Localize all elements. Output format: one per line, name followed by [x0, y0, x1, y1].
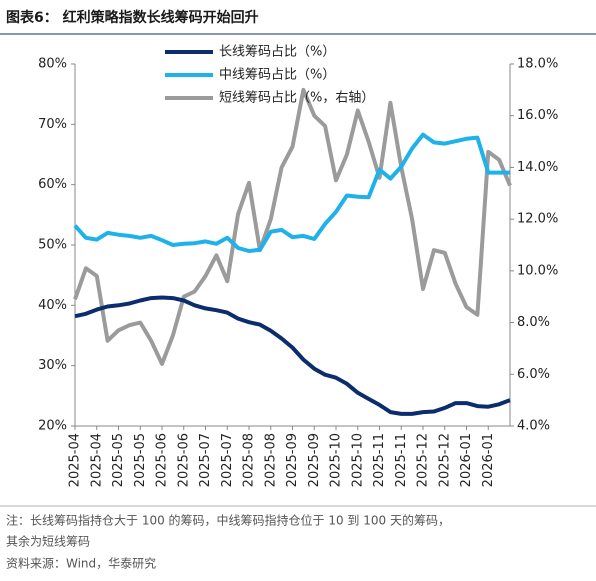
x-tick-label: 2025-08 — [242, 433, 257, 487]
y2-tick-label: 6.0% — [517, 367, 550, 382]
x-tick-label: 2025-08 — [263, 433, 278, 487]
x-tick-label: 2025-05 — [133, 433, 148, 487]
y-tick-label: 50% — [38, 238, 67, 253]
x-tick-label: 2025-06 — [176, 433, 191, 487]
y-tick-label: 60% — [38, 177, 67, 192]
y-tick-label: 40% — [38, 298, 67, 313]
legend-label: 短线筹码占比（%，右轴） — [219, 90, 374, 106]
note-line: 其余为短线筹码 — [6, 534, 90, 549]
legend-label: 长线筹码占比（%） — [219, 44, 335, 60]
y2-tick-label: 14.0% — [517, 160, 558, 175]
x-tick-label: 2025-06 — [155, 433, 170, 487]
x-tick-label: 2025-12 — [416, 433, 431, 487]
y2-tick-label: 10.0% — [517, 263, 558, 278]
x-tick-label: 2026-01 — [459, 433, 474, 487]
y-tick-label: 80% — [38, 57, 67, 72]
x-tick-label: 2025-12 — [437, 433, 452, 487]
x-tick-label: 2025-09 — [307, 433, 322, 487]
y-tick-label: 20% — [38, 419, 67, 434]
series-line — [74, 295, 511, 416]
legend-label: 中线筹码占比（%） — [219, 67, 335, 83]
x-tick-label: 2026-01 — [481, 433, 496, 487]
x-tick-label: 2025-04 — [89, 433, 104, 487]
chart-title: 图表6： 红利策略指数长线筹码开始回升 — [6, 9, 259, 26]
x-tick-label: 2025-07 — [220, 433, 235, 487]
series-line — [73, 132, 510, 253]
note-line: 注：长线筹码指持仓大于 100 的筹码，中线筹码指持仓位于 10 到 100 天… — [6, 513, 450, 528]
y2-tick-label: 16.0% — [517, 108, 558, 123]
x-tick-label: 2025-11 — [372, 433, 387, 487]
y-tick-label: 30% — [38, 358, 67, 373]
y2-tick-label: 4.0% — [517, 419, 550, 434]
y2-tick-label: 8.0% — [517, 315, 550, 330]
x-tick-label: 2025-05 — [111, 433, 126, 487]
x-tick-label: 2025-04 — [68, 433, 83, 487]
y2-tick-label: 18.0% — [517, 57, 558, 72]
y-tick-label: 70% — [38, 117, 67, 132]
source: 资料来源：Wind，华泰研究 — [6, 556, 156, 571]
series-line — [73, 87, 512, 366]
x-tick-label: 2025-07 — [198, 433, 213, 487]
x-tick-label: 2025-09 — [285, 433, 300, 487]
x-tick-label: 2025-10 — [350, 433, 365, 487]
y2-tick-label: 12.0% — [517, 212, 558, 227]
x-tick-label: 2025-11 — [394, 433, 409, 487]
x-tick-label: 2025-10 — [329, 433, 344, 487]
